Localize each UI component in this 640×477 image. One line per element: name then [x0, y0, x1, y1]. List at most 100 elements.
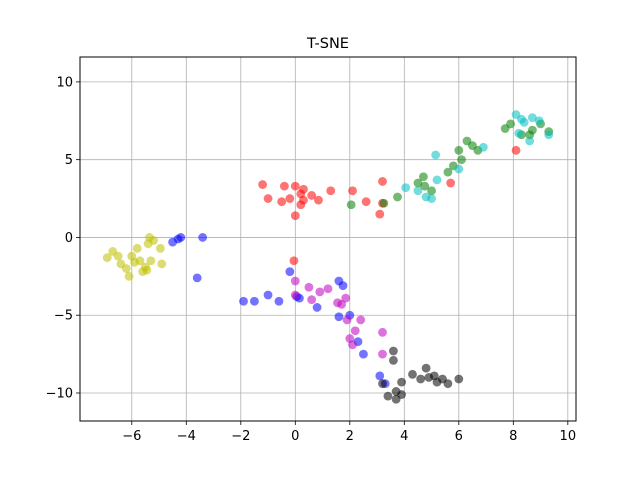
scatter-point — [454, 164, 464, 174]
scatter-point — [359, 349, 368, 359]
scatter-point — [519, 117, 529, 127]
x-tick-label: 6 — [455, 429, 463, 444]
scatter-point — [361, 197, 371, 207]
scatter-point — [356, 315, 366, 325]
scatter-point — [239, 296, 248, 306]
scatter-point — [121, 264, 131, 273]
scatter-point — [431, 150, 441, 160]
scatter-point — [290, 290, 300, 300]
scatter-point — [192, 273, 202, 283]
scatter-point — [378, 327, 387, 337]
scatter-point — [378, 177, 387, 186]
scatter-point — [198, 233, 208, 242]
scatter-point — [326, 186, 336, 196]
y-tick-label: 5 — [65, 153, 73, 168]
scatter-point — [397, 377, 406, 387]
scatter-point — [432, 175, 442, 185]
scatter-point — [342, 315, 352, 325]
scatter-point — [506, 119, 515, 129]
scatter-point — [307, 191, 317, 200]
scatter-point — [279, 181, 289, 191]
y-tick-label: 10 — [56, 75, 73, 90]
scatter-point — [408, 369, 417, 379]
scatter-point — [350, 326, 360, 336]
scatter-point — [155, 243, 165, 253]
scatter-point — [285, 194, 295, 203]
scatter-point — [314, 195, 323, 205]
y-tick-label: −5 — [54, 309, 73, 324]
scatter-point — [413, 178, 423, 188]
scatter-point — [323, 284, 333, 294]
scatter-point — [334, 312, 344, 322]
y-tick-label: 0 — [65, 231, 73, 246]
scatter-point — [146, 256, 156, 266]
scatter-point — [378, 379, 387, 389]
scatter-point — [304, 282, 314, 292]
x-tick-label: 4 — [400, 429, 408, 444]
scatter-point — [544, 130, 554, 140]
scatter-point — [341, 293, 351, 303]
scatter-point — [263, 194, 273, 203]
scatter-point — [397, 390, 406, 399]
scatter-point — [263, 290, 273, 300]
ticks-layer: −6 −4 −2 0 2 4 6 8 10 −10 −5 0 5 10 — [46, 75, 577, 444]
scatter-point — [379, 198, 389, 208]
x-tick-label: 0 — [291, 429, 299, 444]
scatter-point — [413, 186, 423, 196]
scatter-point — [514, 128, 524, 138]
scatter-point — [527, 125, 537, 135]
scatter-point — [454, 145, 464, 155]
scatter-point — [176, 233, 186, 242]
scatter-point — [389, 355, 398, 365]
scatter-point — [457, 155, 466, 165]
scatter-point — [312, 303, 322, 312]
scatter-point — [418, 172, 428, 182]
scatter-point — [375, 209, 385, 219]
scatter-point — [299, 184, 308, 194]
scatter-point — [102, 253, 112, 263]
scatter-point — [338, 281, 348, 291]
scatter-point — [454, 374, 464, 384]
chart-title: T-SNE — [306, 36, 349, 52]
x-tick-label: −4 — [177, 429, 196, 444]
scatter-point — [315, 287, 325, 297]
scatter-point — [420, 181, 430, 191]
y-tick-label: −10 — [46, 387, 73, 402]
scatter-point — [299, 195, 308, 205]
scatter-point — [290, 181, 300, 191]
scatter-point — [348, 340, 357, 350]
x-tick-label: −2 — [231, 429, 250, 444]
scatter-point — [277, 197, 287, 207]
scatter-point — [443, 379, 453, 389]
x-tick-label: 10 — [560, 429, 577, 444]
scatter-point — [337, 299, 347, 309]
scatter-point — [290, 211, 300, 221]
scatter-point — [132, 243, 142, 253]
scatter-point — [149, 236, 158, 245]
scatter-point — [290, 276, 300, 286]
scatter-point — [274, 296, 284, 306]
scatter-point — [157, 259, 167, 269]
axes-frame — [79, 56, 577, 422]
scatter-point — [421, 363, 431, 373]
scatter-point — [527, 113, 537, 123]
scatter-point — [124, 271, 134, 281]
scatter-point — [383, 391, 393, 401]
scatter-point — [401, 183, 411, 193]
scatter-point — [393, 192, 402, 202]
x-tick-label: 8 — [509, 429, 517, 444]
scatter-point — [443, 167, 453, 177]
scatter-point — [346, 200, 356, 210]
scatter-point — [427, 186, 436, 196]
scatter-point — [285, 267, 295, 277]
scatter-point — [446, 178, 456, 188]
scatter-point — [378, 349, 387, 359]
scatter-point — [375, 371, 385, 381]
scatter-point — [258, 180, 267, 189]
grid-layer — [80, 57, 576, 421]
x-tick-label: −6 — [122, 429, 141, 444]
scatter-point — [142, 265, 152, 275]
scatter-point — [525, 136, 535, 146]
